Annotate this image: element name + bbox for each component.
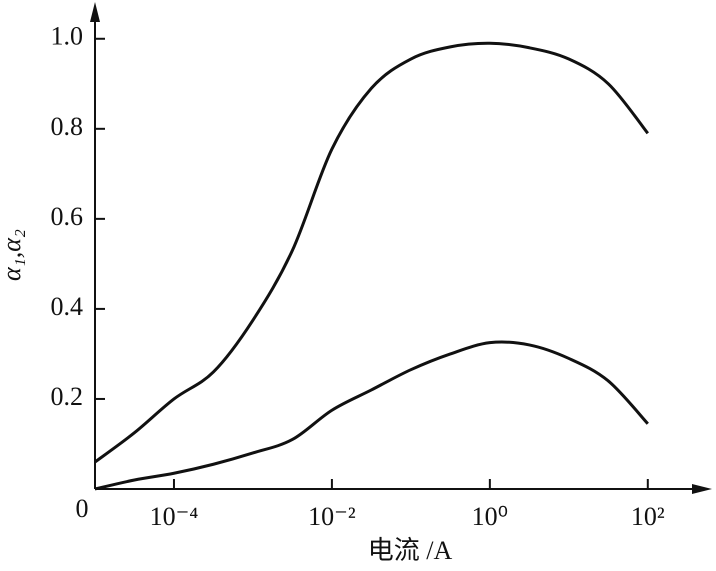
y-arrow [90, 2, 100, 22]
y-tick-label: 0.4 [51, 292, 84, 321]
y-tick-label: 1.0 [51, 22, 84, 51]
x-arrow [692, 484, 712, 494]
curve [94, 340, 649, 491]
origin-label: 0 [76, 494, 89, 523]
x-tick-label: 10⁻² [308, 502, 356, 531]
x-tick-label: 10² [631, 502, 665, 531]
y-tick-label: 0.2 [51, 382, 84, 411]
x-axis-label: 电流 /A [368, 536, 453, 565]
y-axis-label: α₁,α₂ [0, 229, 26, 281]
y-tick-label: 0.8 [51, 112, 84, 141]
curve [94, 41, 649, 464]
x-tick-label: 10⁻⁴ [150, 502, 199, 531]
x-tick-label: 10⁰ [472, 502, 508, 531]
y-tick-label: 0.6 [51, 202, 84, 231]
